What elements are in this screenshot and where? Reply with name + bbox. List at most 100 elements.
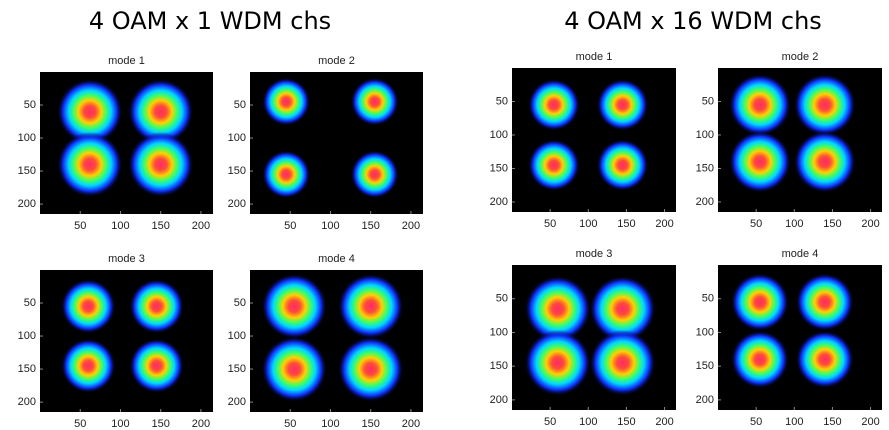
intensity-spot [596, 79, 649, 131]
x-tick-label: 150 [617, 218, 635, 230]
x-tick-label: 200 [402, 220, 420, 232]
panel-title: mode 4 [318, 253, 355, 265]
y-tick-label: 50 [234, 99, 246, 111]
intensity-spot [262, 77, 311, 126]
y-tick-label: 50 [702, 293, 714, 305]
group-title: 4 OAM x 1 WDM chs [89, 7, 331, 35]
y-tick-label: 100 [696, 129, 714, 141]
y-tick-label: 100 [228, 330, 246, 342]
x-tick-label: 200 [192, 418, 210, 430]
x-tick-label: 100 [111, 220, 129, 232]
intensity-spot [528, 139, 580, 191]
intensity-spot [61, 338, 116, 393]
x-tick-label: 50 [750, 218, 762, 230]
x-tick-label: 100 [785, 218, 803, 230]
intensity-spot [528, 79, 580, 131]
intensity-spot [793, 73, 856, 136]
intensity-spot [524, 275, 591, 342]
y-tick-label: 200 [490, 394, 508, 406]
y-tick-label: 200 [228, 198, 246, 210]
intensity-spot [262, 150, 311, 199]
intensity-spot [589, 275, 656, 342]
y-tick-label: 50 [24, 297, 36, 309]
x-tick-label: 200 [192, 220, 210, 232]
y-tick-label: 200 [696, 394, 714, 406]
intensity-spot [731, 273, 789, 331]
y-tick-label: 50 [496, 293, 508, 305]
x-tick-label: 50 [544, 218, 556, 230]
y-tick-label: 100 [696, 326, 714, 338]
x-tick-label: 100 [579, 218, 597, 230]
x-tick-label: 150 [362, 220, 380, 232]
panel-title: mode 1 [576, 51, 613, 63]
x-tick-label: 100 [321, 220, 339, 232]
x-tick-label: 150 [152, 418, 170, 430]
intensity-spot [261, 273, 327, 339]
y-tick-label: 200 [18, 198, 36, 210]
intensity-spot [129, 279, 184, 334]
y-tick-label: 100 [18, 330, 36, 342]
x-tick-label: 100 [111, 418, 129, 430]
y-tick-label: 200 [696, 196, 714, 208]
intensity-spot [57, 79, 123, 145]
intensity-spot [793, 130, 856, 193]
y-tick-label: 100 [228, 132, 246, 144]
intensity-spot [128, 79, 194, 145]
y-tick-label: 50 [234, 297, 246, 309]
x-tick-label: 50 [284, 220, 296, 232]
x-tick-label: 100 [785, 416, 803, 428]
intensity-spot [795, 273, 854, 331]
x-tick-label: 50 [74, 418, 86, 430]
y-tick-label: 50 [24, 99, 36, 111]
intensity-spot [596, 139, 649, 191]
intensity-spot [350, 150, 399, 199]
panel-title: mode 3 [108, 253, 145, 265]
y-tick-label: 150 [18, 165, 36, 177]
y-tick-label: 150 [490, 360, 508, 372]
intensity-spot [795, 330, 854, 389]
intensity-spot [129, 338, 184, 393]
intensity-spot [338, 273, 404, 339]
group-title: 4 OAM x 16 WDM chs [564, 7, 822, 35]
x-tick-label: 200 [861, 416, 879, 428]
x-tick-label: 200 [655, 218, 673, 230]
y-tick-label: 200 [228, 396, 246, 408]
intensity-spot [128, 131, 194, 198]
y-tick-label: 200 [18, 396, 36, 408]
x-tick-label: 200 [861, 218, 879, 230]
panel-title: mode 1 [108, 55, 145, 67]
x-tick-label: 100 [579, 416, 597, 428]
panel-title: mode 4 [782, 248, 819, 260]
x-tick-label: 50 [74, 220, 86, 232]
intensity-spot [61, 279, 116, 334]
x-tick-label: 200 [655, 416, 673, 428]
x-tick-label: 150 [152, 220, 170, 232]
panel-title: mode 3 [576, 248, 613, 260]
y-tick-label: 100 [490, 326, 508, 338]
intensity-spot [731, 330, 789, 389]
y-tick-label: 150 [228, 165, 246, 177]
y-tick-label: 150 [696, 162, 714, 174]
intensity-spot [524, 329, 591, 396]
y-tick-label: 150 [18, 363, 36, 375]
y-tick-label: 50 [702, 95, 714, 107]
x-tick-label: 150 [617, 416, 635, 428]
x-tick-label: 200 [402, 418, 420, 430]
y-tick-label: 200 [490, 196, 508, 208]
x-tick-label: 150 [362, 418, 380, 430]
x-tick-label: 100 [321, 418, 339, 430]
intensity-spot [589, 329, 656, 396]
y-tick-label: 150 [490, 162, 508, 174]
intensity-spot [261, 336, 327, 402]
y-tick-label: 150 [696, 360, 714, 372]
intensity-spot [350, 77, 399, 126]
y-tick-label: 150 [228, 363, 246, 375]
intensity-spot [729, 130, 791, 193]
intensity-spot [729, 73, 791, 136]
x-tick-label: 50 [750, 416, 762, 428]
y-tick-label: 100 [18, 132, 36, 144]
panel-title: mode 2 [782, 51, 819, 63]
x-tick-label: 150 [823, 416, 841, 428]
x-tick-label: 50 [284, 418, 296, 430]
